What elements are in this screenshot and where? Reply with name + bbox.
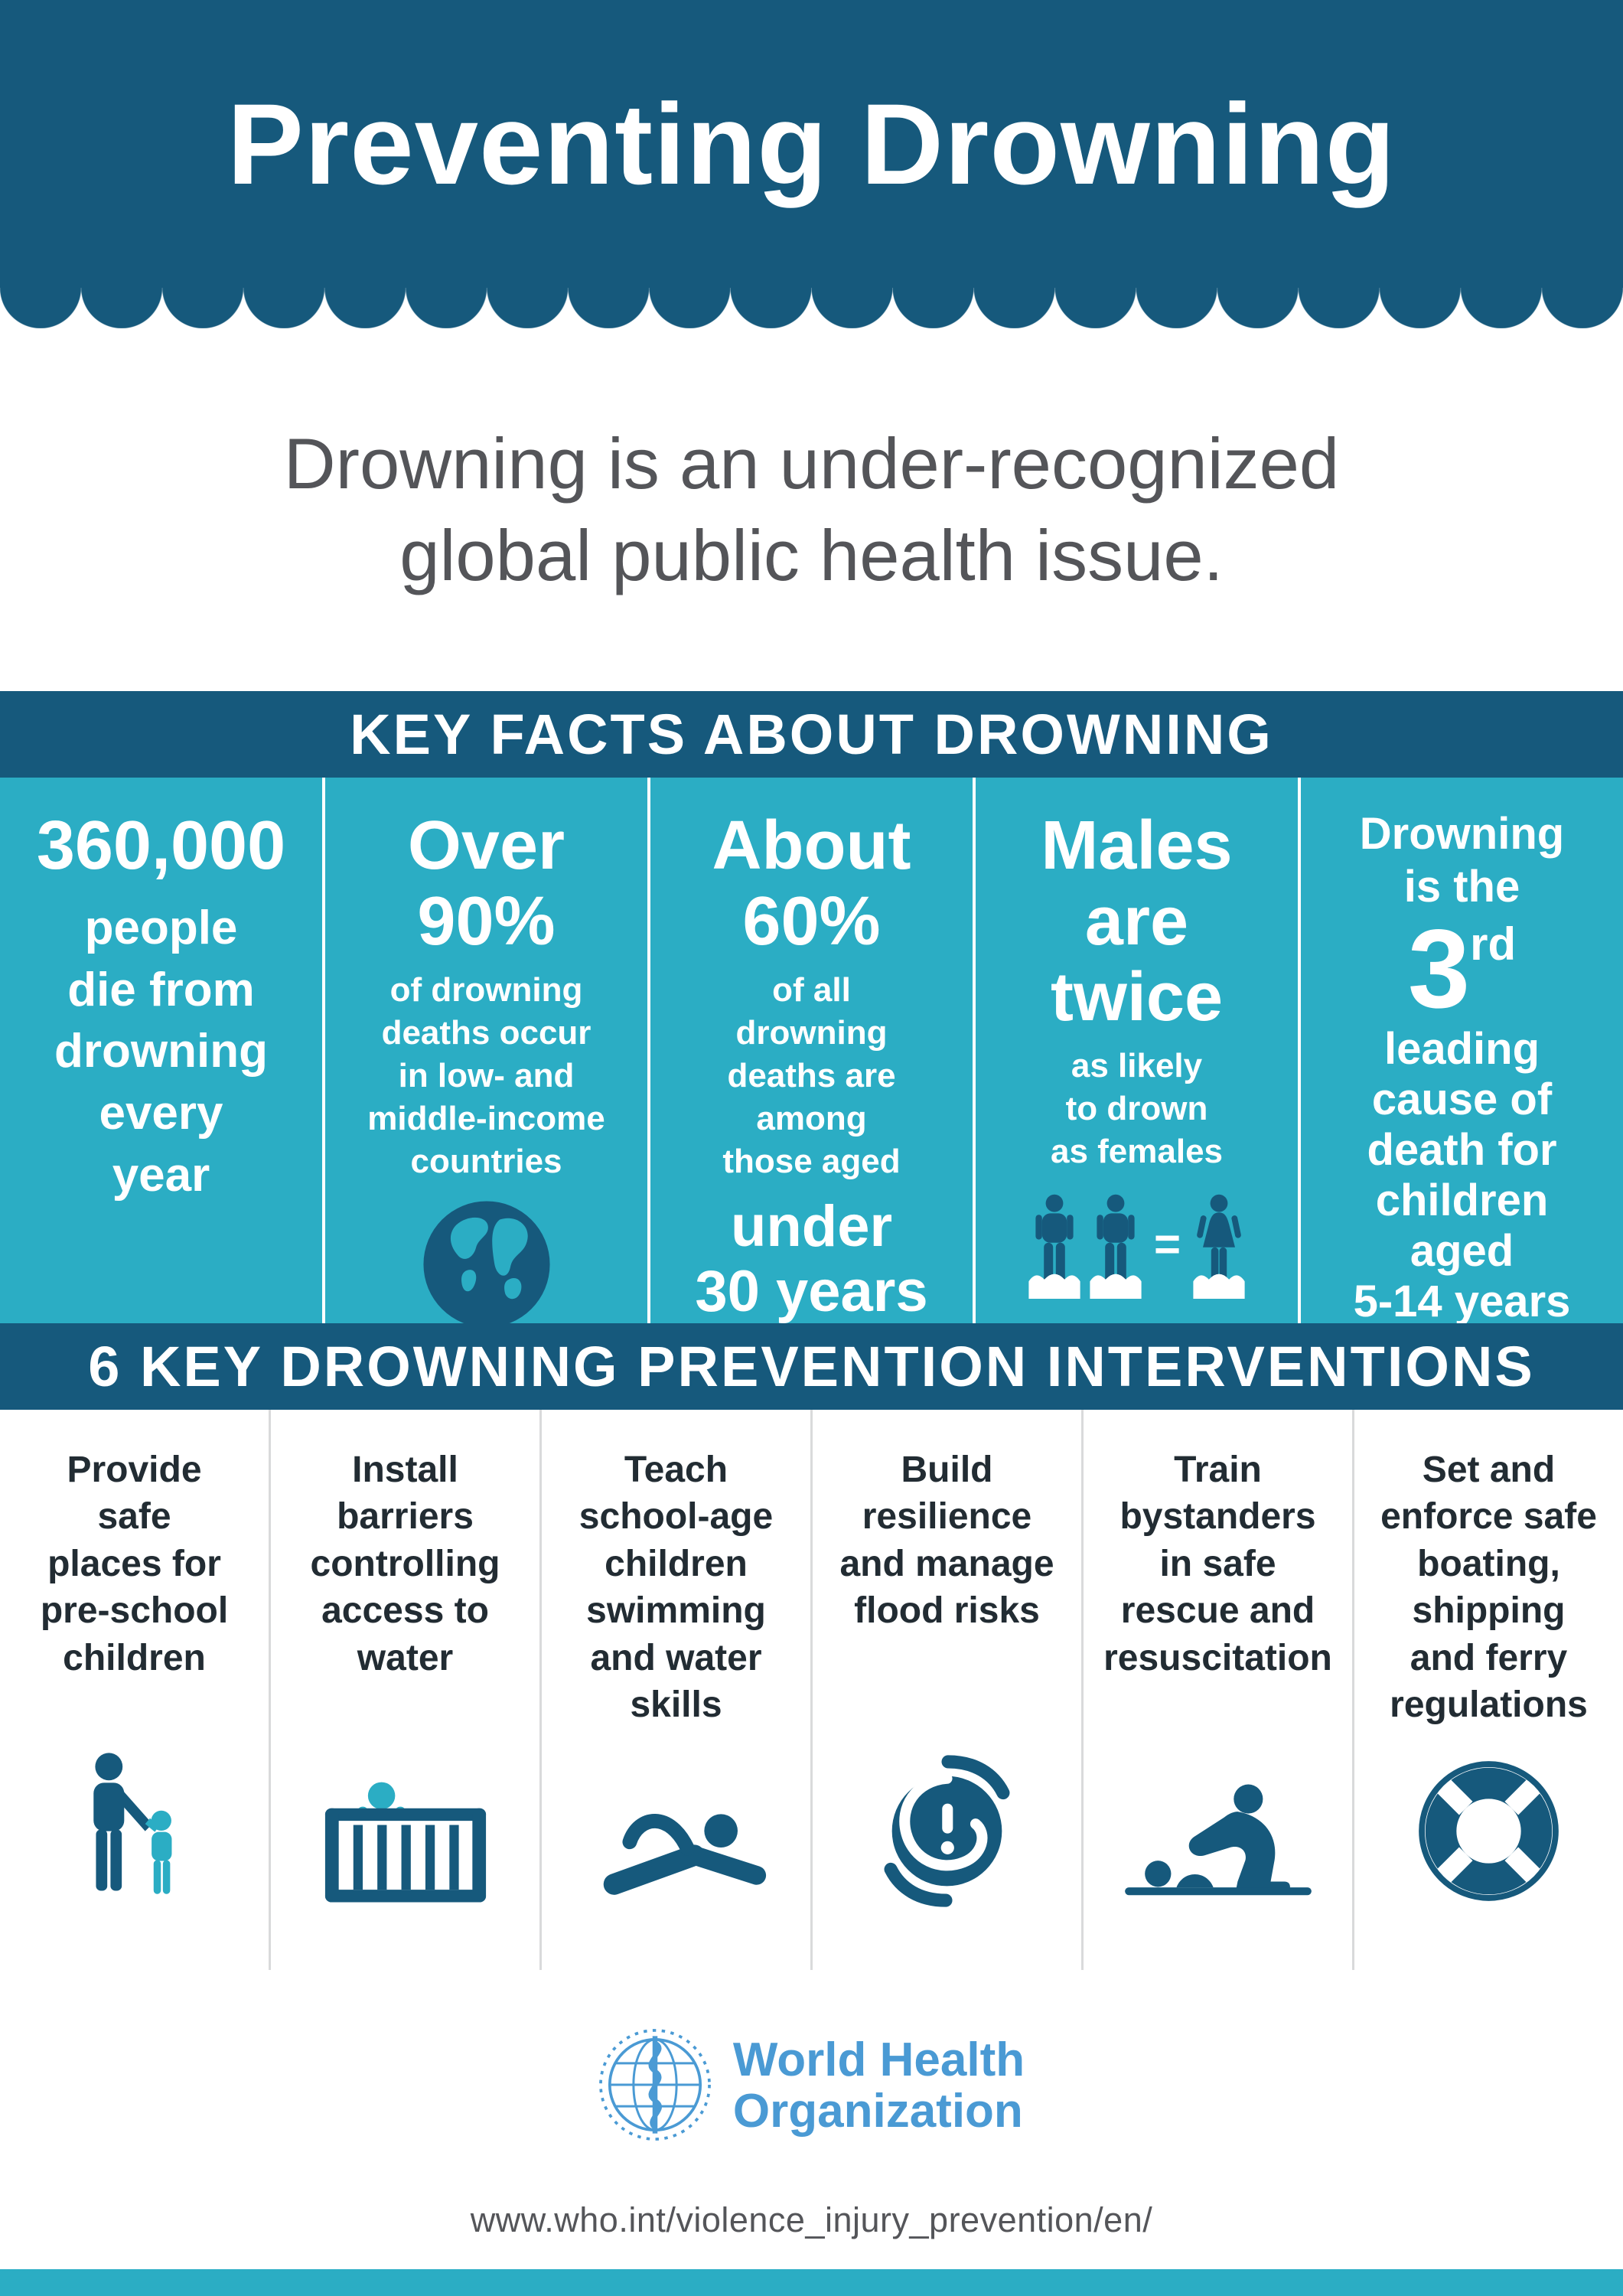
rank-number: 3	[1407, 906, 1471, 1032]
interventions-heading: 6 KEY DROWNING PREVENTION INTERVENTIONS	[88, 1335, 1535, 1399]
intervention-flood-risks: Build resilience and manage flood risks	[813, 1409, 1084, 1970]
intervention-label: Build resilience and manage flood risks	[839, 1449, 1054, 1632]
header-banner: Preventing Drowning	[0, 0, 1623, 289]
fact-stat-secondary: under 30 years	[695, 1193, 928, 1324]
male-figure-icon	[1088, 1193, 1143, 1303]
equals-sign: =	[1153, 1218, 1181, 1270]
fact-text: as likely to drown as females	[1050, 1047, 1224, 1170]
footer-url: www.who.int/violence_injury_prevention/e…	[470, 2200, 1153, 2239]
interventions-heading-bar: 6 KEY DROWNING PREVENTION INTERVENTIONS	[0, 1323, 1623, 1410]
fact-stat: Over 90%	[407, 807, 565, 960]
who-emblem-icon	[598, 2028, 712, 2145]
key-facts-section: 360,000 people die from drowning every y…	[0, 778, 1623, 1324]
fact-under-30: About 60% of all drowning deaths are amo…	[650, 778, 976, 1324]
footer: World Health Organization www.who.int/vi…	[0, 1969, 1623, 2270]
who-wordmark: World Health Organization	[732, 2033, 1025, 2138]
fact-text: people die from drowning every year	[54, 902, 268, 1202]
rank-suffix: rd	[1470, 918, 1517, 970]
lifebuoy-icon	[1411, 1753, 1566, 1909]
scalloped-wave-edge	[0, 288, 1623, 329]
intervention-label: Teach school-age children swimming and w…	[578, 1449, 774, 1726]
male-female-ratio-icon: =	[994, 1193, 1279, 1303]
fact-text: of all drowning deaths are among those a…	[722, 971, 901, 1180]
swimmer-icon	[576, 1786, 777, 1909]
bottom-accent-strip	[0, 2269, 1623, 2296]
fact-stat: Males are twice	[1041, 807, 1233, 1036]
page-title: Preventing Drowning	[227, 79, 1396, 208]
fact-stat: 3rd	[1319, 913, 1605, 1025]
intervention-swimming-skills: Teach school-age children swimming and w…	[542, 1409, 813, 1970]
intro-section: Drowning is an under-recognized global p…	[0, 328, 1623, 691]
fact-text-bottom: leading cause of death for children aged…	[1353, 1023, 1571, 1324]
adult-child-icon	[74, 1751, 195, 1909]
intervention-label: Install barriers controlling access to w…	[310, 1449, 500, 1678]
fact-deaths-per-year: 360,000 people die from drowning every y…	[0, 778, 325, 1324]
globe-icon	[344, 1199, 629, 1324]
cpr-rescue-icon	[1121, 1782, 1315, 1909]
male-figure-icon	[1027, 1193, 1082, 1303]
key-facts-heading: KEY FACTS ABOUT DROWNING	[350, 703, 1273, 767]
intro-text: Drowning is an under-recognized global p…	[283, 422, 1340, 596]
barrier-crib-icon	[317, 1773, 494, 1909]
key-facts-heading-bar: KEY FACTS ABOUT DROWNING	[0, 691, 1623, 778]
cyclone-icon	[869, 1753, 1025, 1909]
fact-third-leading-cause: Drowning is the 3rd leading cause of dea…	[1301, 778, 1623, 1323]
fact-males-twice: Males are twice as likely to drown as fe…	[976, 778, 1301, 1324]
intervention-label: Train bystanders in safe rescue and resu…	[1103, 1449, 1332, 1678]
female-figure-icon	[1191, 1193, 1247, 1303]
who-logo: World Health Organization	[598, 2028, 1025, 2145]
fact-stat: 360,000	[36, 807, 286, 885]
intervention-barriers: Install barriers controlling access to w…	[271, 1409, 542, 1970]
fact-text: of drowning deaths occur in low- and mid…	[367, 971, 605, 1180]
intervention-rescue-resuscitation: Train bystanders in safe rescue and resu…	[1084, 1409, 1354, 1970]
intervention-label: Set and enforce safe boating, shipping a…	[1380, 1449, 1597, 1726]
fact-low-middle-income: Over 90% of drowning deaths occur in low…	[325, 778, 650, 1324]
fact-text-top: Drowning is the	[1359, 809, 1565, 912]
intervention-safe-places: Provide safe places for pre-school child…	[0, 1409, 271, 1970]
intervention-boating-regulations: Set and enforce safe boating, shipping a…	[1354, 1410, 1623, 1970]
fact-stat: About 60%	[712, 807, 911, 960]
interventions-section: Provide safe places for pre-school child…	[0, 1409, 1623, 1970]
intervention-label: Provide safe places for pre-school child…	[40, 1449, 229, 1678]
